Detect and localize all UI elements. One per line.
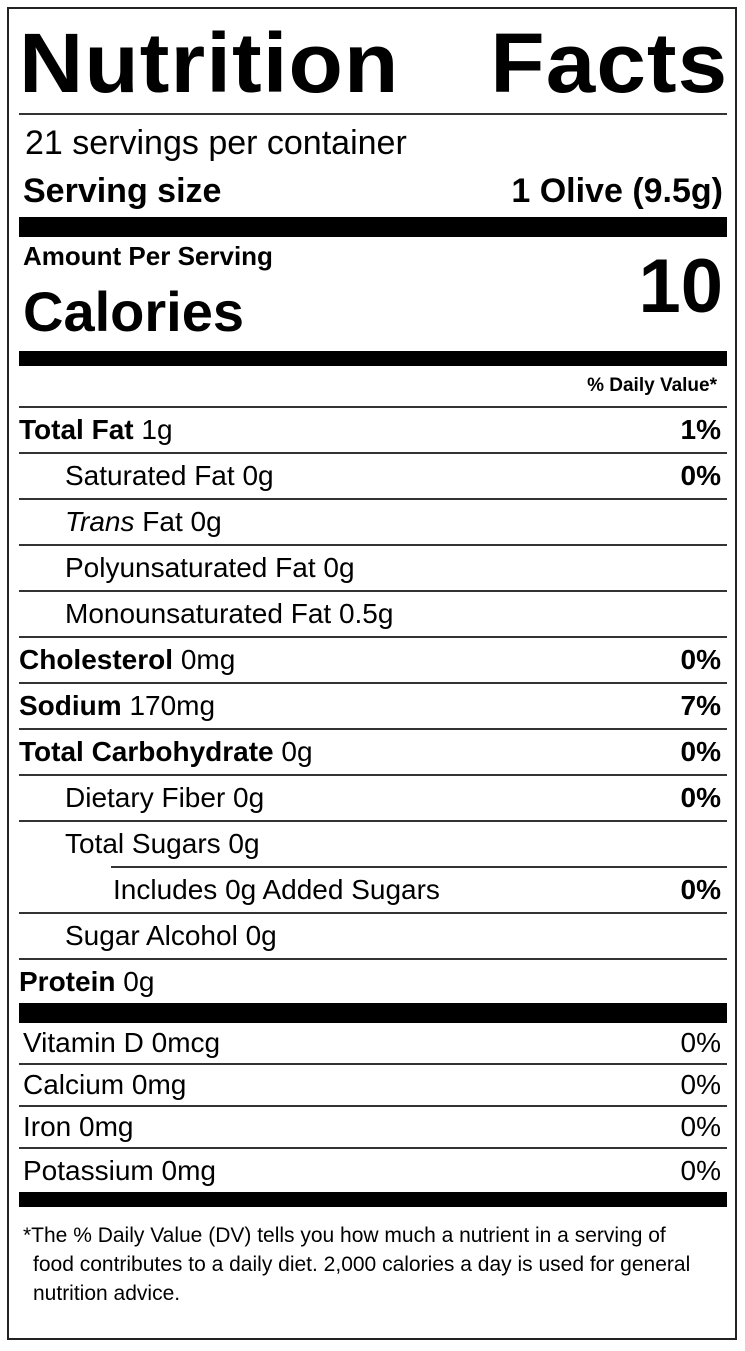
calories-row: Calories 10 <box>19 244 727 351</box>
nutrient-row-cholesterol: Cholesterol 0mg 0% <box>19 638 727 684</box>
nutrient-row-total-fat: Total Fat 1g 1% <box>19 408 727 454</box>
nutrient-row-total-sugars: Total Sugars 0g <box>65 828 260 859</box>
daily-value-header: % Daily Value* <box>587 375 717 396</box>
vitamin-row-potassium: Potassium 0mg 0% <box>23 1154 721 1186</box>
title-word-1: Nutrition <box>19 16 400 110</box>
thick-divider <box>19 217 727 237</box>
divider <box>111 866 727 868</box>
nutrient-row-monounsaturated-fat: Monounsaturated Fat 0.5g <box>19 592 727 638</box>
thick-divider <box>19 351 727 366</box>
nutrient-row-dietary-fiber: Dietary Fiber 0g 0% <box>19 776 727 822</box>
thick-divider <box>19 1192 727 1207</box>
title-word-2: Facts <box>490 16 729 110</box>
divider <box>19 113 727 115</box>
serving-size-value: 1 Olive (9.5g) <box>511 171 723 210</box>
calories-label: Calories <box>23 280 244 343</box>
nutrient-row-polyunsaturated-fat: Polyunsaturated Fat 0g <box>19 546 727 592</box>
serving-size-label: Serving size <box>23 171 222 210</box>
nutrient-row-saturated-fat: Saturated Fat 0g 0% <box>19 454 727 500</box>
nutrient-row-trans-fat: Trans Fat 0g <box>19 500 727 546</box>
serving-size-row: Serving size 1 Olive (9.5g) <box>19 165 727 217</box>
footnote: *The % Daily Value (DV) tells you how mu… <box>23 1224 691 1305</box>
nutrient-row-protein: Protein 0g <box>19 965 155 997</box>
nutrient-row-added-sugars: Includes 0g Added Sugars 0% <box>19 868 727 914</box>
divider <box>19 406 727 408</box>
nutrient-row-sodium: Sodium 170mg 7% <box>19 684 727 730</box>
nutrition-facts-label: Nutrition Facts 21 servings per containe… <box>7 7 737 1340</box>
thick-divider <box>19 1003 727 1023</box>
nutrient-row-total-carbohydrate: Total Carbohydrate 0g 0% <box>19 730 727 776</box>
label-title: Nutrition Facts <box>19 9 728 113</box>
vitamin-row-calcium: Calcium 0mg 0% <box>19 1065 727 1107</box>
servings-per-container: 21 servings per container <box>25 123 407 162</box>
vitamin-row-vitamin-d: Vitamin D 0mcg 0% <box>19 1023 727 1065</box>
calories-value: 10 <box>638 244 723 329</box>
vitamin-row-iron: Iron 0mg 0% <box>19 1107 727 1149</box>
nutrient-row-sugar-alcohol: Sugar Alcohol 0g <box>19 914 727 960</box>
amount-per-serving: Amount Per Serving <box>23 240 273 271</box>
